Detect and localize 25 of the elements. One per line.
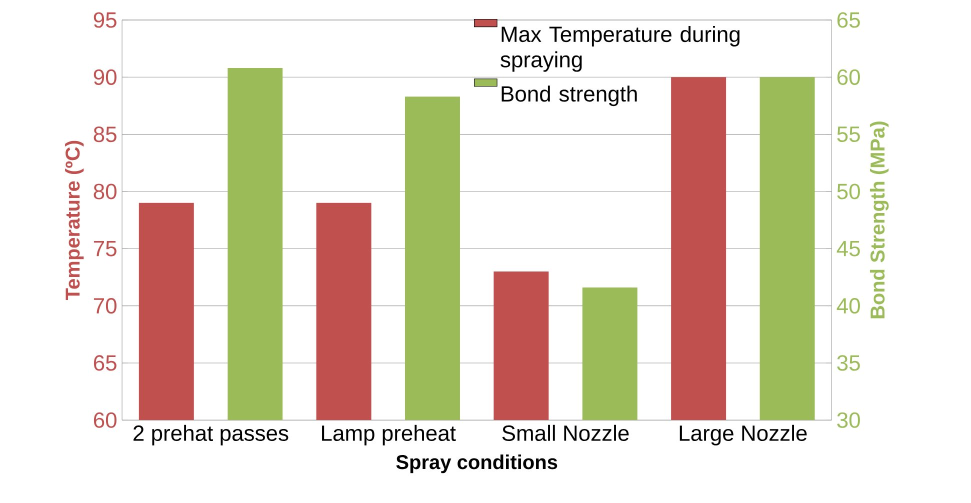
y2-tick-label: 55 <box>837 126 860 142</box>
y2-tick-label: 65 <box>837 12 860 28</box>
y-tick-label: 65 <box>94 355 116 371</box>
y-tick-label: 95 <box>94 12 116 28</box>
y2-tick-label: 60 <box>837 69 860 86</box>
x-tick-label: Lamp preheat <box>322 424 456 446</box>
legend-label: Max Temperature during spraying <box>500 26 740 72</box>
legend-label: Bond strength <box>502 86 637 106</box>
y-tick-label: 75 <box>94 241 116 256</box>
y-tick-label: 60 <box>94 412 116 428</box>
x-tick-label: Large Nozzle <box>680 424 807 446</box>
y2-axis-title: Bond Strength (MPa) <box>870 122 889 318</box>
y2-tick-label: 40 <box>836 298 860 314</box>
y2-tick-label: 35 <box>837 355 860 371</box>
y2-tick-label: 45 <box>836 241 860 256</box>
y-tick-label: 90 <box>94 69 116 86</box>
y-tick-label: 85 <box>94 126 116 142</box>
y-tick-label: 80 <box>94 184 116 200</box>
x-tick-label: Small Nozzle <box>502 424 629 442</box>
x-tick-label: 2 prehat passes <box>134 424 288 446</box>
y-tick-label: 70 <box>94 298 116 314</box>
x-axis-title: Spray conditions <box>396 454 558 474</box>
y2-tick-label: 30 <box>837 412 860 428</box>
y2-tick-label: 50 <box>837 184 860 200</box>
y-axis-title: Temperature (ºC) <box>65 141 84 300</box>
